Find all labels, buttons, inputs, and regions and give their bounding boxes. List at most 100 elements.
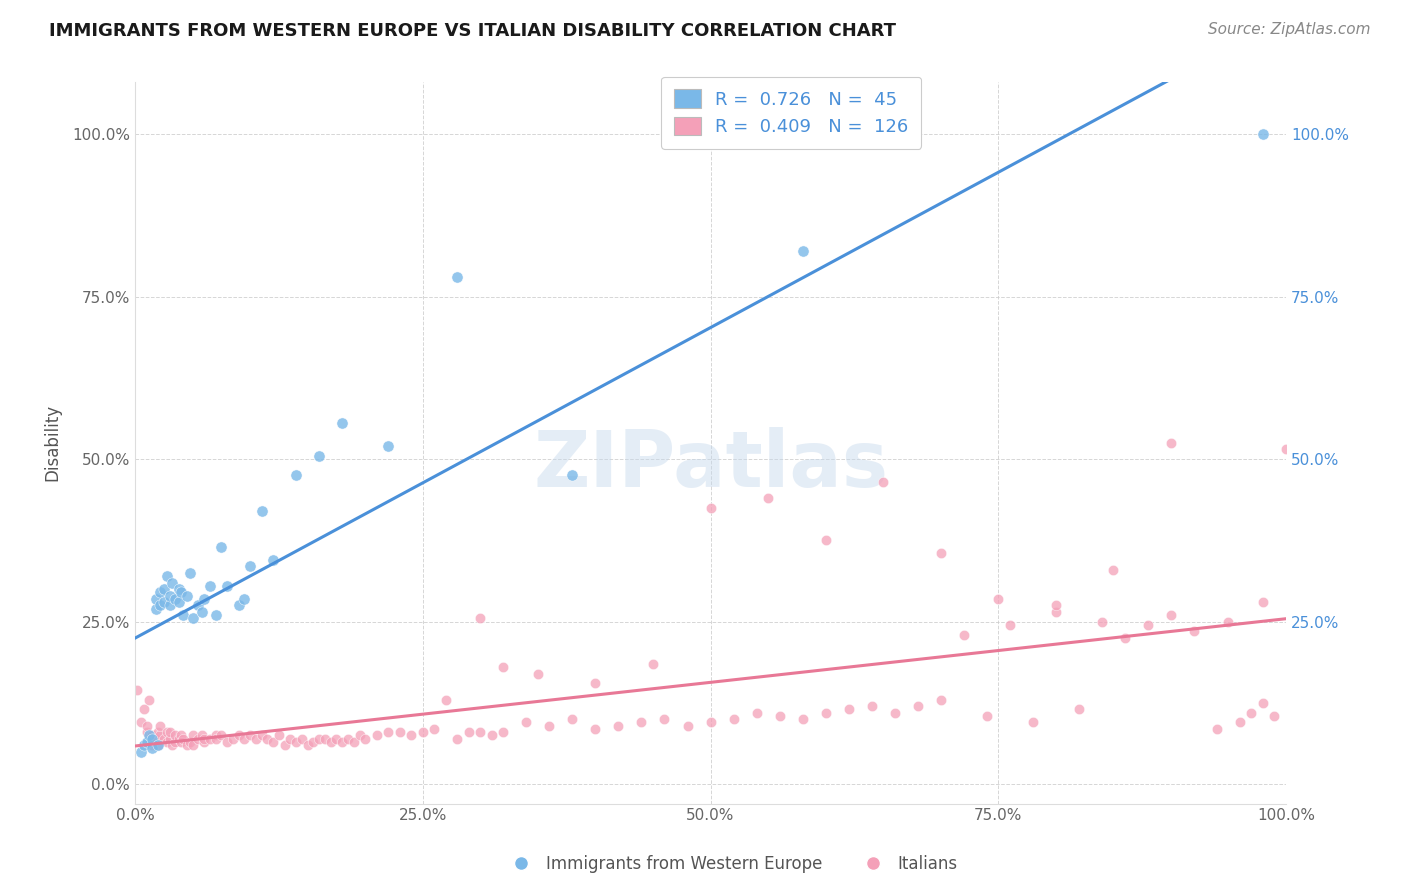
Point — [172, 608, 194, 623]
Point — [138, 692, 160, 706]
Point — [699, 715, 721, 730]
Point — [149, 728, 172, 742]
Point — [156, 725, 179, 739]
Point — [297, 738, 319, 752]
Point — [1182, 624, 1205, 639]
Point — [165, 735, 187, 749]
Point — [138, 728, 160, 742]
Point — [159, 599, 181, 613]
Point — [145, 731, 167, 746]
Point — [141, 731, 163, 746]
Point — [204, 731, 226, 746]
Point — [1136, 618, 1159, 632]
Point — [267, 728, 290, 742]
Point — [160, 738, 183, 752]
Point — [929, 546, 952, 560]
Point — [987, 591, 1010, 606]
Point — [167, 731, 190, 746]
Point — [204, 608, 226, 623]
Point — [1251, 696, 1274, 710]
Point — [179, 735, 201, 749]
Point — [1160, 608, 1182, 623]
Point — [170, 585, 193, 599]
Point — [209, 540, 232, 554]
Point — [172, 731, 194, 746]
Point — [193, 731, 215, 746]
Point — [337, 731, 360, 746]
Point — [167, 595, 190, 609]
Point — [285, 735, 308, 749]
Point — [470, 611, 492, 625]
Point — [1251, 127, 1274, 141]
Point — [723, 712, 745, 726]
Point — [1206, 722, 1229, 736]
Point — [149, 599, 172, 613]
Point — [446, 731, 468, 746]
Point — [191, 728, 214, 742]
Point — [1045, 599, 1067, 613]
Point — [153, 595, 176, 609]
Point — [883, 706, 905, 720]
Point — [198, 579, 221, 593]
Point — [470, 725, 492, 739]
Point — [630, 715, 652, 730]
Point — [434, 692, 457, 706]
Point — [145, 591, 167, 606]
Point — [1240, 706, 1263, 720]
Point — [135, 718, 157, 732]
Point — [1114, 631, 1136, 645]
Point — [872, 475, 894, 489]
Point — [135, 725, 157, 739]
Text: Source: ZipAtlas.com: Source: ZipAtlas.com — [1208, 22, 1371, 37]
Point — [607, 718, 630, 732]
Point — [401, 728, 423, 742]
Legend: R =  0.726   N =  45, R =  0.409   N =  126: R = 0.726 N = 45, R = 0.409 N = 126 — [661, 77, 921, 149]
Point — [165, 728, 187, 742]
Point — [160, 575, 183, 590]
Legend: Immigrants from Western Europe, Italians: Immigrants from Western Europe, Italians — [498, 848, 965, 880]
Point — [179, 566, 201, 580]
Point — [181, 728, 204, 742]
Point — [285, 468, 308, 483]
Point — [291, 731, 314, 746]
Point — [141, 738, 163, 752]
Point — [159, 589, 181, 603]
Point — [145, 601, 167, 615]
Point — [1045, 605, 1067, 619]
Point — [280, 731, 302, 746]
Point — [176, 589, 198, 603]
Point — [204, 728, 226, 742]
Point — [149, 585, 172, 599]
Point — [262, 735, 284, 749]
Point — [146, 738, 169, 752]
Point — [256, 731, 278, 746]
Point — [756, 491, 779, 505]
Point — [187, 731, 209, 746]
Point — [319, 735, 342, 749]
Point — [308, 449, 330, 463]
Point — [388, 725, 411, 739]
Point — [641, 657, 664, 671]
Point — [217, 579, 239, 593]
Point — [654, 712, 676, 726]
Point — [127, 682, 149, 697]
Point — [676, 718, 699, 732]
Point — [1102, 563, 1125, 577]
Text: ZIPatlas: ZIPatlas — [533, 426, 889, 502]
Point — [167, 582, 190, 596]
Point — [1263, 709, 1285, 723]
Point — [515, 715, 537, 730]
Point — [141, 741, 163, 756]
Point — [325, 731, 347, 746]
Point — [239, 728, 262, 742]
Point — [262, 553, 284, 567]
Point — [129, 745, 152, 759]
Point — [250, 728, 273, 742]
Point — [209, 728, 232, 742]
Point — [153, 582, 176, 596]
Point — [377, 725, 399, 739]
Point — [583, 676, 606, 690]
Point — [1251, 595, 1274, 609]
Point — [222, 731, 245, 746]
Point — [239, 559, 262, 574]
